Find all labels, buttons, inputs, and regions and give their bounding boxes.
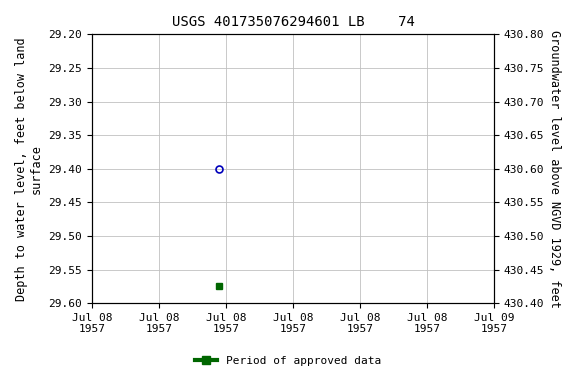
Title: USGS 401735076294601 LB    74: USGS 401735076294601 LB 74 (172, 15, 415, 29)
Y-axis label: Groundwater level above NGVD 1929, feet: Groundwater level above NGVD 1929, feet (548, 30, 561, 308)
Legend: Period of approved data: Period of approved data (191, 352, 385, 371)
Y-axis label: Depth to water level, feet below land
surface: Depth to water level, feet below land su… (15, 37, 43, 301)
